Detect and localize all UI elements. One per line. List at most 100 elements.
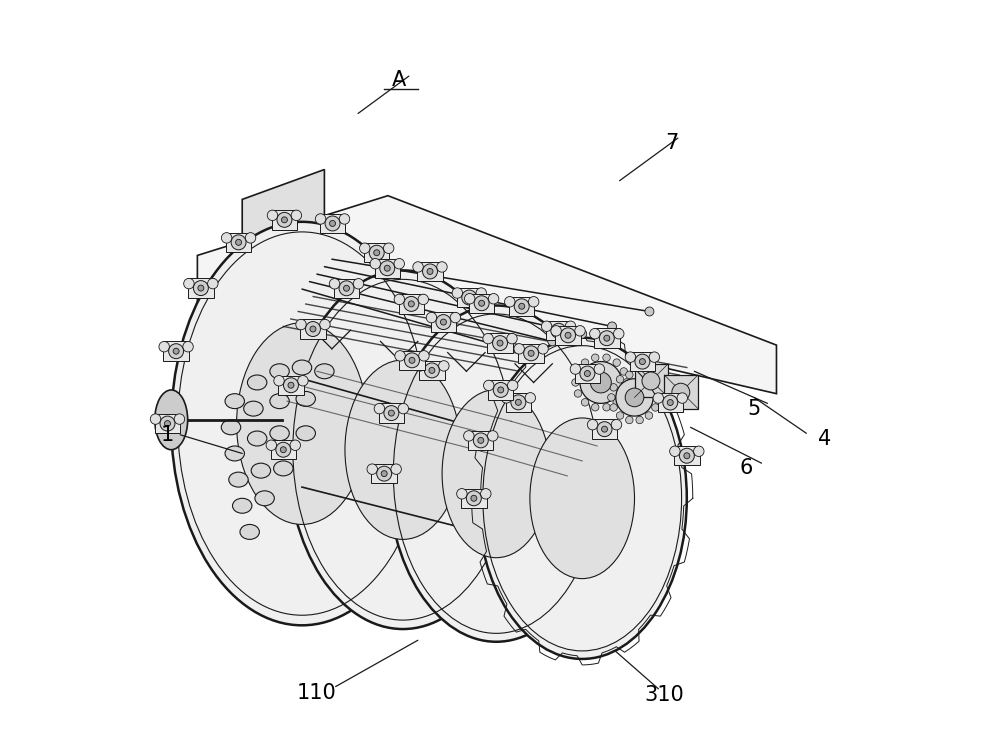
- Circle shape: [404, 296, 419, 311]
- Circle shape: [497, 340, 503, 346]
- Bar: [664, 375, 698, 409]
- Circle shape: [474, 296, 489, 310]
- FancyBboxPatch shape: [658, 393, 683, 412]
- Circle shape: [329, 278, 340, 289]
- Circle shape: [169, 344, 184, 358]
- Ellipse shape: [270, 394, 289, 409]
- FancyBboxPatch shape: [371, 464, 397, 483]
- Circle shape: [306, 322, 320, 337]
- Circle shape: [645, 376, 653, 383]
- Circle shape: [636, 416, 643, 424]
- Circle shape: [398, 404, 409, 414]
- Circle shape: [296, 320, 306, 330]
- Circle shape: [384, 406, 399, 421]
- Circle shape: [616, 379, 653, 416]
- FancyBboxPatch shape: [155, 414, 180, 434]
- Circle shape: [672, 383, 690, 401]
- Circle shape: [483, 333, 493, 344]
- Circle shape: [584, 370, 590, 376]
- Circle shape: [418, 294, 429, 304]
- Circle shape: [570, 364, 581, 374]
- Circle shape: [384, 266, 390, 272]
- Circle shape: [374, 250, 380, 256]
- Circle shape: [541, 321, 552, 332]
- Ellipse shape: [442, 389, 550, 558]
- Circle shape: [377, 466, 392, 481]
- Circle shape: [367, 464, 377, 475]
- Circle shape: [642, 372, 660, 390]
- Circle shape: [330, 220, 336, 226]
- Circle shape: [488, 293, 499, 304]
- Circle shape: [423, 264, 437, 279]
- FancyBboxPatch shape: [271, 440, 296, 460]
- Circle shape: [548, 337, 557, 346]
- Circle shape: [580, 366, 595, 381]
- Circle shape: [452, 288, 463, 298]
- Circle shape: [507, 333, 517, 344]
- Circle shape: [649, 352, 660, 362]
- Circle shape: [654, 394, 661, 401]
- Ellipse shape: [270, 364, 289, 379]
- Ellipse shape: [292, 360, 312, 375]
- Circle shape: [551, 323, 566, 338]
- Circle shape: [488, 430, 498, 441]
- Circle shape: [440, 319, 446, 325]
- Circle shape: [580, 362, 622, 404]
- Circle shape: [493, 335, 508, 350]
- Ellipse shape: [388, 305, 605, 642]
- Circle shape: [291, 210, 302, 220]
- Ellipse shape: [244, 401, 263, 416]
- Circle shape: [380, 261, 395, 276]
- FancyBboxPatch shape: [431, 312, 456, 332]
- Circle shape: [394, 259, 404, 269]
- Circle shape: [415, 361, 425, 371]
- Circle shape: [173, 348, 179, 354]
- Ellipse shape: [296, 426, 315, 441]
- Circle shape: [574, 368, 582, 375]
- Circle shape: [276, 442, 291, 458]
- Circle shape: [514, 298, 529, 314]
- Circle shape: [183, 341, 193, 352]
- Circle shape: [159, 341, 169, 352]
- Circle shape: [388, 410, 394, 416]
- Circle shape: [290, 440, 300, 451]
- Text: 4: 4: [818, 428, 832, 448]
- FancyBboxPatch shape: [364, 243, 389, 262]
- Circle shape: [466, 490, 481, 506]
- Circle shape: [281, 217, 287, 223]
- Circle shape: [339, 280, 354, 296]
- Circle shape: [221, 232, 232, 243]
- Circle shape: [439, 361, 449, 371]
- Circle shape: [231, 235, 246, 250]
- Ellipse shape: [221, 420, 241, 435]
- Circle shape: [652, 404, 659, 411]
- Circle shape: [575, 326, 585, 336]
- Circle shape: [369, 245, 384, 260]
- Circle shape: [625, 352, 636, 362]
- Circle shape: [635, 354, 650, 369]
- Circle shape: [613, 398, 620, 406]
- Circle shape: [395, 350, 405, 361]
- Circle shape: [320, 320, 330, 330]
- FancyBboxPatch shape: [509, 296, 534, 316]
- Circle shape: [528, 296, 539, 307]
- Circle shape: [208, 278, 218, 289]
- Circle shape: [514, 344, 524, 354]
- Circle shape: [236, 239, 242, 245]
- Ellipse shape: [247, 431, 267, 446]
- Circle shape: [408, 301, 414, 307]
- Circle shape: [476, 288, 486, 298]
- Circle shape: [625, 388, 644, 406]
- Text: A: A: [392, 70, 406, 90]
- Circle shape: [184, 278, 194, 289]
- Circle shape: [436, 314, 451, 329]
- Ellipse shape: [225, 446, 244, 461]
- Circle shape: [437, 262, 447, 272]
- Circle shape: [538, 344, 548, 354]
- Circle shape: [590, 372, 611, 393]
- Circle shape: [518, 348, 527, 357]
- Circle shape: [374, 404, 385, 414]
- Ellipse shape: [287, 271, 519, 629]
- Circle shape: [505, 296, 515, 307]
- Circle shape: [614, 328, 624, 339]
